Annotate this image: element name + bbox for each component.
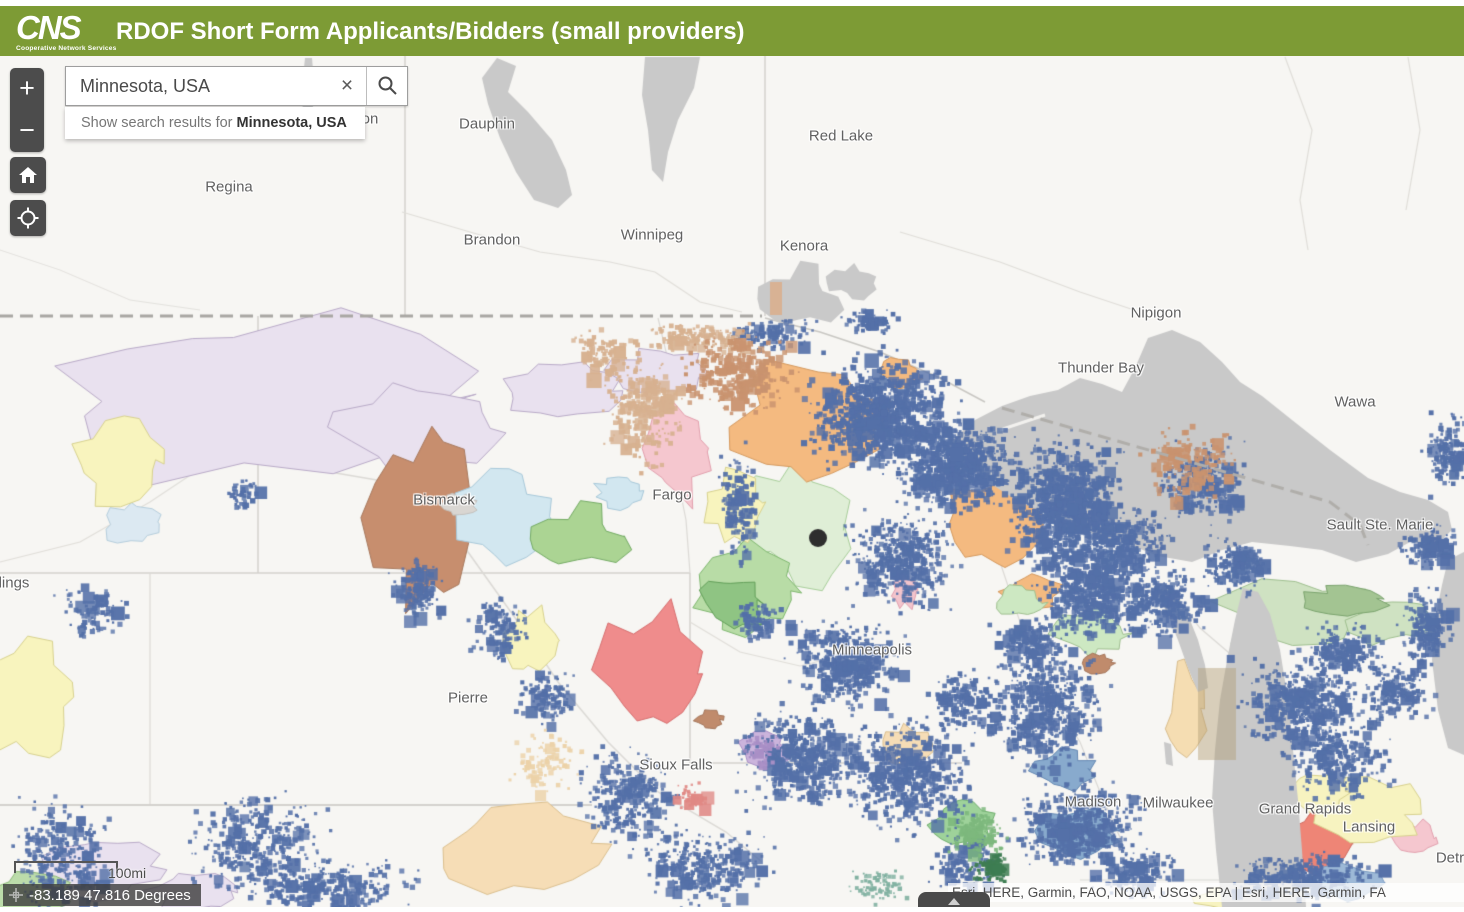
map-label: Regina <box>205 178 253 196</box>
search-input[interactable] <box>66 67 328 105</box>
locate-button[interactable] <box>10 200 46 236</box>
map-label: Wawa <box>1334 393 1376 411</box>
map-container[interactable]: Regina Dauphin Brandon Winnipeg Red Lake Keno… <box>0 56 1464 907</box>
suggestion-prefix: Show search results for <box>81 115 233 131</box>
map-label: Grand Rapids <box>1258 800 1352 818</box>
scale-bar <box>14 861 118 873</box>
zoom-out-button[interactable]: − <box>19 115 35 145</box>
map-label: on <box>361 110 379 128</box>
chevron-up-icon <box>948 898 960 905</box>
attribution-strip <box>948 883 1464 902</box>
suggestion-term: Minnesota, USA <box>236 115 347 131</box>
map-label: Madison <box>1064 793 1122 811</box>
app-header: CNS Cooperative Network Services RDOF Sh… <box>0 6 1464 58</box>
map-label: Red Lake <box>808 127 874 145</box>
locate-icon <box>17 207 39 229</box>
home-icon <box>18 166 38 183</box>
zoom-widget: + − <box>10 68 44 152</box>
map-label: Pierre <box>447 689 489 707</box>
search-icon <box>376 74 398 99</box>
cns-logo: CNS Cooperative Network Services <box>16 9 117 53</box>
map-label: Sioux Falls <box>639 756 713 774</box>
logo-tagline: Cooperative Network Services <box>16 45 117 53</box>
map-canvas[interactable] <box>0 56 1464 907</box>
map-label: Dauphin <box>459 115 515 133</box>
search-bar: × <box>65 66 408 106</box>
home-button[interactable] <box>10 157 46 193</box>
map-label: Bismarck <box>413 491 475 509</box>
page-title: RDOF Short Form Applicants/Bidders (smal… <box>116 18 745 45</box>
coordinates-display: -83.189 47.816 Degrees <box>3 884 201 906</box>
map-label: Thunder Bay <box>1058 359 1144 377</box>
map-label: Nipigon <box>1130 304 1182 322</box>
crosshair-icon <box>9 888 23 902</box>
map-label: Fargo <box>652 486 692 504</box>
map-label: Sault Ste. Marie <box>1326 516 1434 534</box>
coordinates-text: -83.189 47.816 Degrees <box>29 886 191 904</box>
scale-label: 100mi <box>108 865 147 881</box>
attribution-toggle[interactable] <box>918 892 990 907</box>
clear-search-icon[interactable]: × <box>328 67 366 105</box>
search-suggestion[interactable]: Show search results for Minnesota, USA <box>65 107 365 139</box>
map-label: Detr <box>1435 849 1464 867</box>
attribution-text: Esri, HERE, Garmin, FAO, NOAA, USGS, EPA… <box>952 885 1386 900</box>
search-button[interactable] <box>366 67 407 105</box>
map-label: Kenora <box>779 237 829 255</box>
map-label: Lansing <box>1342 818 1396 836</box>
map-label: Winnipeg <box>620 226 684 244</box>
map-label: Brandon <box>463 231 521 249</box>
zoom-in-button[interactable]: + <box>19 73 35 103</box>
map-label: Minneapolis <box>831 641 913 659</box>
map-label: Milwaukee <box>1142 794 1214 812</box>
map-label: lings <box>0 574 30 592</box>
logo-text: CNS <box>16 9 82 47</box>
